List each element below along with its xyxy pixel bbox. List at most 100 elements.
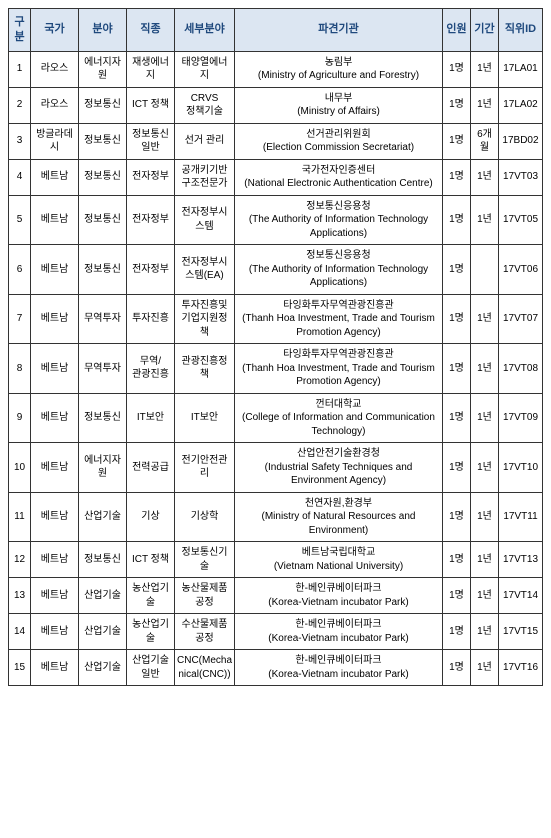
cell-num: 1명 [443, 51, 471, 87]
cell-period: 1년 [471, 542, 499, 578]
cell-sub: 정보통신기술 [175, 542, 235, 578]
cell-country: 베트남 [31, 650, 79, 686]
cell-id: 17LA02 [499, 87, 543, 123]
cell-sub: 공개키기반구조전문가 [175, 159, 235, 195]
cell-country: 베트남 [31, 578, 79, 614]
cell-no: 12 [9, 542, 31, 578]
cell-sub: 전기안전관리 [175, 443, 235, 493]
header-org: 파견기관 [235, 9, 443, 52]
table-row: 9베트남정보통신IT보안IT보안껀터대학교(College of Informa… [9, 393, 543, 443]
cell-sub: 태양열에너지 [175, 51, 235, 87]
cell-num: 1명 [443, 87, 471, 123]
cell-job: IT보안 [127, 393, 175, 443]
cell-org: 타잉화투자무역관광진흥관(Thanh Hoa Investment, Trade… [235, 344, 443, 394]
cell-period: 1년 [471, 578, 499, 614]
cell-org: 정보통신응용청(The Authority of Information Tec… [235, 245, 443, 295]
cell-num: 1명 [443, 443, 471, 493]
cell-id: 17VT05 [499, 195, 543, 245]
cell-sub: CRVS 정책기술 [175, 87, 235, 123]
cell-job: 기상 [127, 492, 175, 542]
cell-no: 13 [9, 578, 31, 614]
cell-job: 재생에너지 [127, 51, 175, 87]
cell-sub: 선거 관리 [175, 123, 235, 159]
cell-id: 17VT07 [499, 294, 543, 344]
cell-field: 정보통신 [79, 159, 127, 195]
cell-sub: 수산물제품공정 [175, 614, 235, 650]
cell-num: 1명 [443, 542, 471, 578]
table-header: 구분 국가 분야 직종 세부분야 파견기관 인원 기간 직위ID [9, 9, 543, 52]
cell-num: 1명 [443, 492, 471, 542]
table-row: 8베트남무역투자무역/관광진흥관광진흥정책타잉화투자무역관광진흥관(Thanh … [9, 344, 543, 394]
table-row: 14베트남산업기술농산업기술수산물제품공정한-베인큐베이터파크(Korea-Vi… [9, 614, 543, 650]
cell-no: 4 [9, 159, 31, 195]
cell-no: 9 [9, 393, 31, 443]
header-num: 인원 [443, 9, 471, 52]
cell-country: 라오스 [31, 87, 79, 123]
cell-id: 17VT09 [499, 393, 543, 443]
table-row: 10베트남에너지자원전력공급전기안전관리산업안전기술환경청(Industrial… [9, 443, 543, 493]
cell-no: 3 [9, 123, 31, 159]
cell-country: 베트남 [31, 492, 79, 542]
cell-id: 17LA01 [499, 51, 543, 87]
cell-field: 정보통신 [79, 393, 127, 443]
cell-field: 무역투자 [79, 294, 127, 344]
cell-field: 산업기술 [79, 578, 127, 614]
cell-org: 내무부(Ministry of Affairs) [235, 87, 443, 123]
table-row: 3방글라데시정보통신정보통신일반선거 관리선거관리위원회(Election Co… [9, 123, 543, 159]
cell-no: 5 [9, 195, 31, 245]
cell-sub: CNC(Mechanical(CNC)) [175, 650, 235, 686]
cell-num: 1명 [443, 650, 471, 686]
cell-country: 베트남 [31, 614, 79, 650]
cell-num: 1명 [443, 393, 471, 443]
cell-num: 1명 [443, 195, 471, 245]
cell-no: 15 [9, 650, 31, 686]
cell-field: 정보통신 [79, 195, 127, 245]
cell-job: 농산업기술 [127, 578, 175, 614]
cell-job: 산업기술일반 [127, 650, 175, 686]
cell-id: 17VT13 [499, 542, 543, 578]
table-row: 15베트남산업기술산업기술일반CNC(Mechanical(CNC))한-베인큐… [9, 650, 543, 686]
cell-period: 1년 [471, 87, 499, 123]
table-row: 1라오스에너지자원재생에너지태양열에너지농림부(Ministry of Agri… [9, 51, 543, 87]
cell-no: 1 [9, 51, 31, 87]
cell-field: 에너지자원 [79, 443, 127, 493]
cell-id: 17VT08 [499, 344, 543, 394]
cell-org: 정보통신응용청(The Authority of Information Tec… [235, 195, 443, 245]
table-row: 2라오스정보통신ICT 정책CRVS 정책기술내무부(Ministry of A… [9, 87, 543, 123]
cell-no: 2 [9, 87, 31, 123]
cell-period: 1년 [471, 443, 499, 493]
header-period: 기간 [471, 9, 499, 52]
cell-org: 껀터대학교(College of Information and Communi… [235, 393, 443, 443]
cell-period: 1년 [471, 393, 499, 443]
cell-job: 전자정부 [127, 195, 175, 245]
cell-no: 6 [9, 245, 31, 295]
cell-job: 무역/관광진흥 [127, 344, 175, 394]
cell-num: 1명 [443, 245, 471, 295]
cell-period: 1년 [471, 195, 499, 245]
cell-country: 베트남 [31, 344, 79, 394]
header-field: 분야 [79, 9, 127, 52]
cell-org: 타잉화투자무역관광진흥관(Thanh Hoa Investment, Trade… [235, 294, 443, 344]
cell-org: 선거관리위원회(Election Commission Secretariat) [235, 123, 443, 159]
header-job: 직종 [127, 9, 175, 52]
cell-num: 1명 [443, 578, 471, 614]
cell-num: 1명 [443, 614, 471, 650]
cell-period: 1년 [471, 650, 499, 686]
cell-org: 한-베인큐베이터파크(Korea-Vietnam incubator Park) [235, 650, 443, 686]
cell-job: 정보통신일반 [127, 123, 175, 159]
cell-org: 한-베인큐베이터파크(Korea-Vietnam incubator Park) [235, 614, 443, 650]
cell-field: 산업기술 [79, 492, 127, 542]
table-row: 11베트남산업기술기상기상학천연자원,환경부(Ministry of Natur… [9, 492, 543, 542]
table-row: 13베트남산업기술농산업기술농산물제품공정한-베인큐베이터파크(Korea-Vi… [9, 578, 543, 614]
cell-sub: 관광진흥정책 [175, 344, 235, 394]
cell-sub: IT보안 [175, 393, 235, 443]
table-row: 12베트남정보통신ICT 정책정보통신기술베트남국립대학교(Vietnam Na… [9, 542, 543, 578]
cell-period: 6개월 [471, 123, 499, 159]
cell-id: 17VT06 [499, 245, 543, 295]
cell-no: 11 [9, 492, 31, 542]
cell-job: 전력공급 [127, 443, 175, 493]
cell-period: 1년 [471, 159, 499, 195]
cell-country: 베트남 [31, 159, 79, 195]
cell-id: 17VT11 [499, 492, 543, 542]
cell-period: 1년 [471, 492, 499, 542]
